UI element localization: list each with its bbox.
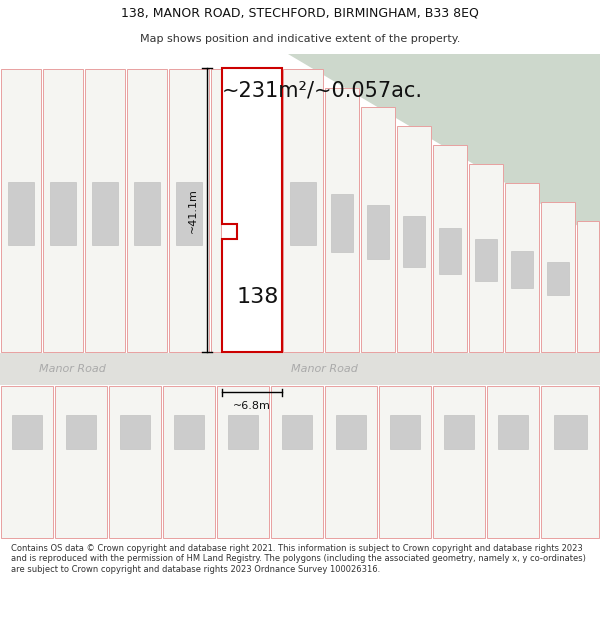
- Bar: [554, 416, 587, 449]
- Bar: [325, 88, 359, 352]
- Bar: [433, 386, 485, 538]
- Bar: [211, 69, 221, 352]
- Bar: [336, 416, 366, 449]
- Text: 138: 138: [237, 288, 279, 307]
- Text: Map shows position and indicative extent of the property.: Map shows position and indicative extent…: [140, 34, 460, 44]
- Polygon shape: [222, 68, 282, 352]
- Bar: [66, 416, 96, 449]
- Bar: [505, 183, 539, 352]
- Text: Manor Road: Manor Road: [38, 364, 106, 374]
- Text: ~231m²/~0.057ac.: ~231m²/~0.057ac.: [222, 80, 423, 100]
- Text: ~41.1m: ~41.1m: [188, 188, 198, 232]
- Text: Manor Road: Manor Road: [290, 364, 358, 374]
- Text: ~6.8m: ~6.8m: [233, 401, 271, 411]
- Bar: [331, 194, 353, 252]
- Bar: [176, 182, 202, 245]
- Text: Contains OS data © Crown copyright and database right 2021. This information is : Contains OS data © Crown copyright and d…: [11, 544, 586, 574]
- Bar: [577, 221, 599, 352]
- Bar: [390, 416, 420, 449]
- Bar: [498, 416, 528, 449]
- Bar: [85, 69, 125, 352]
- Text: 138, MANOR ROAD, STECHFORD, BIRMINGHAM, B33 8EQ: 138, MANOR ROAD, STECHFORD, BIRMINGHAM, …: [121, 7, 479, 20]
- Bar: [1, 69, 41, 352]
- Bar: [547, 262, 569, 296]
- Bar: [511, 251, 533, 288]
- Bar: [50, 182, 76, 245]
- Bar: [367, 205, 389, 259]
- Bar: [487, 386, 539, 538]
- Bar: [379, 386, 431, 538]
- Bar: [290, 182, 316, 245]
- Polygon shape: [288, 54, 600, 239]
- Bar: [475, 239, 497, 281]
- Bar: [271, 386, 323, 538]
- Bar: [361, 107, 395, 352]
- Bar: [92, 182, 118, 245]
- Bar: [127, 69, 167, 352]
- Bar: [325, 386, 377, 538]
- Bar: [228, 416, 258, 449]
- Bar: [469, 164, 503, 352]
- Bar: [397, 126, 431, 352]
- Bar: [1, 386, 53, 538]
- Bar: [283, 69, 323, 352]
- Bar: [282, 416, 312, 449]
- Bar: [109, 386, 161, 538]
- Bar: [55, 386, 107, 538]
- Bar: [43, 69, 83, 352]
- Bar: [174, 416, 204, 449]
- Bar: [444, 416, 474, 449]
- Bar: [8, 182, 34, 245]
- Bar: [541, 386, 599, 538]
- Bar: [0, 353, 600, 385]
- Bar: [163, 386, 215, 538]
- Bar: [433, 145, 467, 352]
- Bar: [12, 416, 42, 449]
- Bar: [217, 386, 269, 538]
- Bar: [134, 182, 160, 245]
- Bar: [169, 69, 209, 352]
- Bar: [403, 216, 425, 267]
- Bar: [541, 202, 575, 352]
- Bar: [120, 416, 150, 449]
- Bar: [439, 228, 461, 274]
